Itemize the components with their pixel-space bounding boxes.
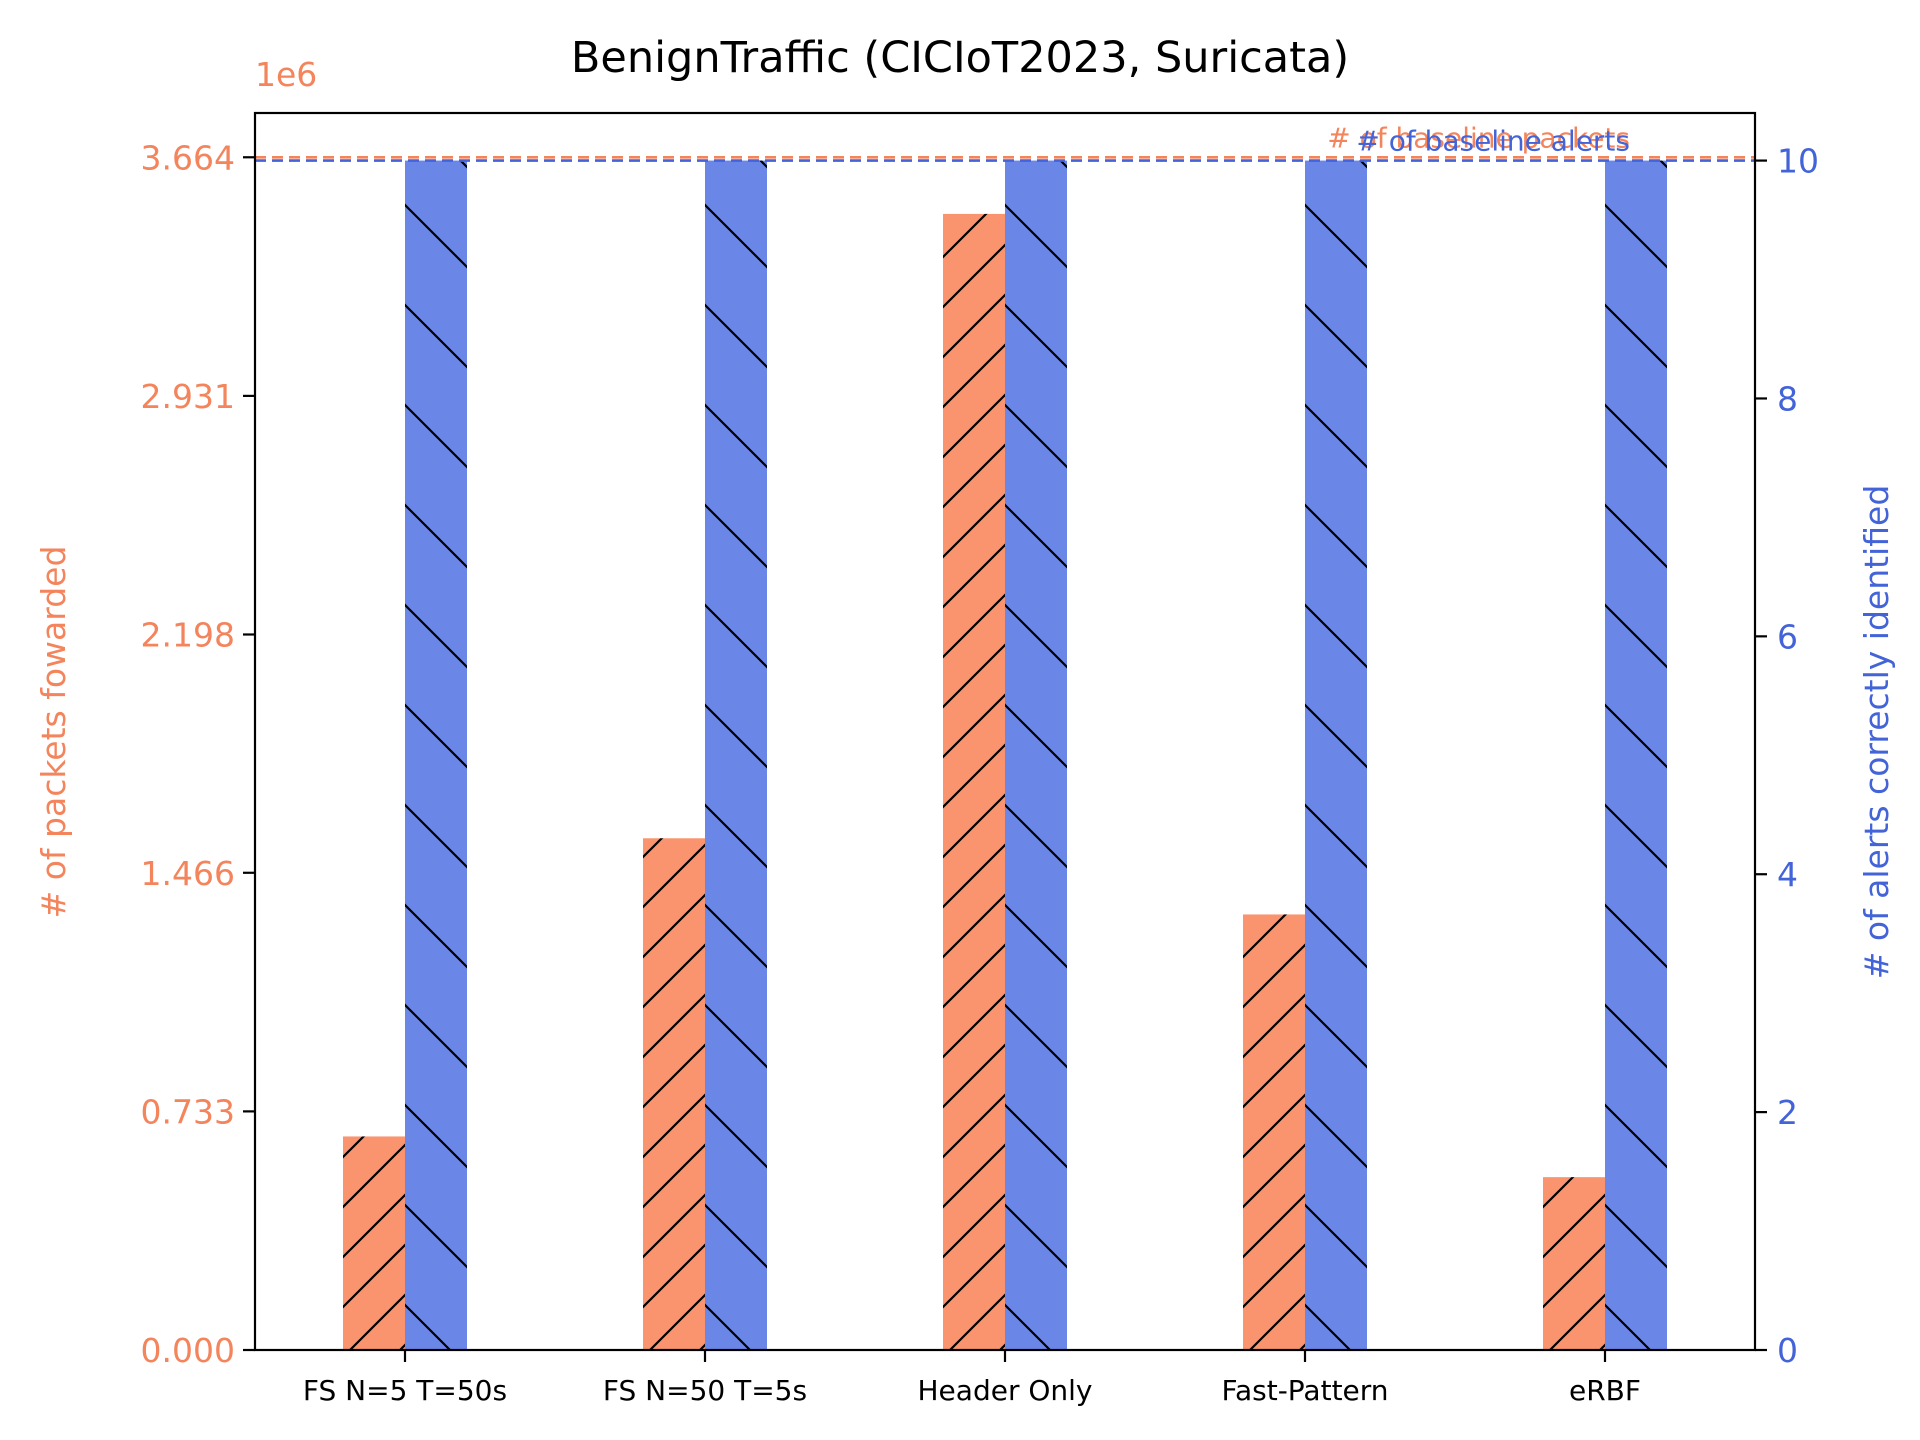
reference-lines: # of baseline packets# of baseline alert… bbox=[255, 121, 1755, 162]
bar-packets bbox=[1543, 1177, 1605, 1350]
reference-line-label: # of baseline packets bbox=[1327, 121, 1630, 154]
right-axis-label: # of alerts correctly identified bbox=[1857, 485, 1896, 980]
bar-alerts bbox=[1005, 160, 1067, 1351]
right-tick-label: 10 bbox=[1777, 142, 1819, 181]
chart-title: BenignTraffic (CICIoT2023, Suricata) bbox=[571, 33, 1349, 83]
left-tick-label: 0.733 bbox=[141, 1092, 235, 1131]
bar-alerts bbox=[1305, 160, 1367, 1351]
bar-packets bbox=[643, 838, 705, 1350]
bar-alerts bbox=[705, 160, 767, 1351]
right-tick-label: 0 bbox=[1777, 1331, 1798, 1370]
bar-alerts bbox=[405, 160, 467, 1351]
x-axis-ticks: FS N=5 T=50s FS N=50 T=5s Header Only Fast-… bbox=[303, 1350, 1641, 1407]
x-tick-label: eRBF bbox=[1569, 1374, 1641, 1407]
bar-packets bbox=[1243, 914, 1305, 1350]
left-axis-label: # of packets fowarded bbox=[34, 546, 73, 919]
left-tick-label: 3.664 bbox=[141, 138, 235, 177]
x-tick-label: Header Only bbox=[918, 1374, 1093, 1407]
right-tick-label: 6 bbox=[1777, 617, 1798, 656]
x-tick-label: FS N=5 T=50s bbox=[303, 1374, 507, 1407]
bar-packets bbox=[343, 1136, 405, 1350]
reference-line-label: # of baseline alerts bbox=[1356, 125, 1630, 158]
bar-packets bbox=[943, 213, 1005, 1350]
left-tick-label: 0.000 bbox=[141, 1331, 235, 1370]
left-tick-label: 2.198 bbox=[141, 615, 235, 654]
x-tick-label: FS N=50 T=5s bbox=[603, 1374, 807, 1407]
bar-alerts bbox=[1605, 160, 1667, 1351]
left-tick-label: 1.466 bbox=[141, 854, 235, 893]
right-tick-label: 2 bbox=[1777, 1093, 1798, 1132]
left-axis-exponent-label: 1e6 bbox=[255, 55, 317, 94]
right-axis-ticks: 0 2 4 6 8 10 bbox=[1755, 142, 1819, 1370]
left-tick-label: 2.931 bbox=[141, 377, 235, 416]
bars-layer bbox=[343, 160, 1667, 1351]
left-axis-ticks: 0.000 0.733 1.466 2.198 2.931 3.664 bbox=[141, 138, 255, 1370]
x-tick-label: Fast-Pattern bbox=[1221, 1374, 1388, 1407]
right-tick-label: 8 bbox=[1777, 379, 1798, 418]
right-tick-label: 4 bbox=[1777, 855, 1798, 894]
